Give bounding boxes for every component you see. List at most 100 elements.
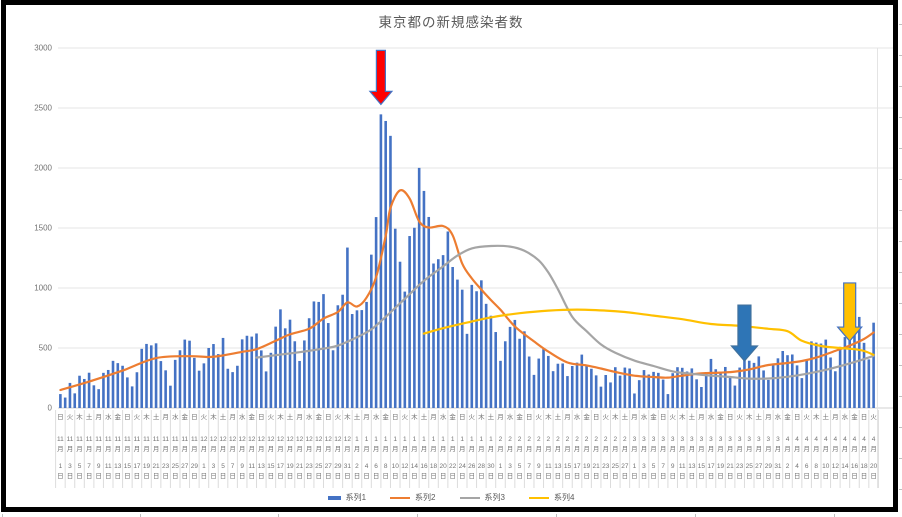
svg-text:3: 3 — [68, 463, 72, 470]
svg-text:月: 月 — [545, 445, 552, 453]
svg-text:11: 11 — [95, 436, 102, 443]
svg-text:日: 日 — [392, 472, 399, 480]
svg-text:日: 日 — [823, 472, 830, 480]
svg-text:11: 11 — [143, 436, 150, 443]
yellow-arrow[interactable] — [836, 282, 863, 342]
series2-line[interactable] — [59, 189, 875, 392]
svg-text:日: 日 — [756, 472, 763, 480]
svg-text:1: 1 — [441, 436, 445, 443]
svg-text:11: 11 — [114, 436, 121, 443]
svg-text:日: 日 — [784, 472, 791, 480]
svg-text:11: 11 — [191, 436, 198, 443]
svg-text:13: 13 — [114, 463, 122, 470]
legend-item-series4[interactable]: 系列4 — [528, 492, 574, 503]
series4-line-swatch-icon — [528, 496, 549, 499]
svg-text:18: 18 — [860, 463, 868, 470]
svg-text:12: 12 — [344, 436, 352, 443]
svg-text:月: 月 — [536, 445, 543, 453]
svg-text:2: 2 — [575, 436, 579, 443]
svg-text:月: 月 — [153, 445, 160, 453]
svg-text:19: 19 — [143, 463, 151, 470]
svg-text:21: 21 — [296, 463, 304, 470]
svg-text:月: 月 — [564, 445, 571, 453]
svg-text:17: 17 — [133, 463, 141, 470]
svg-text:月: 月 — [373, 445, 380, 453]
svg-text:日: 日 — [220, 472, 227, 480]
svg-text:23: 23 — [602, 463, 610, 470]
svg-text:月: 月 — [268, 445, 275, 453]
svg-text:月: 月 — [842, 445, 849, 453]
red-arrow[interactable] — [368, 49, 394, 106]
svg-text:2: 2 — [613, 436, 617, 443]
svg-text:日: 日 — [162, 472, 169, 480]
svg-text:27: 27 — [325, 463, 333, 470]
svg-text:2: 2 — [547, 436, 551, 443]
blue-arrow[interactable] — [730, 304, 759, 362]
svg-text:日: 日 — [124, 472, 131, 480]
svg-text:日: 日 — [421, 472, 428, 480]
svg-text:土: 土 — [287, 412, 294, 421]
svg-text:木: 木 — [277, 412, 284, 421]
svg-text:11: 11 — [124, 436, 131, 443]
svg-text:1: 1 — [413, 436, 417, 443]
svg-text:木: 木 — [813, 412, 820, 421]
series1-bars[interactable] — [59, 114, 875, 409]
svg-text:日: 日 — [325, 472, 332, 480]
svg-text:金: 金 — [784, 412, 791, 421]
svg-text:火: 火 — [335, 414, 342, 421]
svg-text:日: 日 — [268, 472, 275, 480]
svg-text:日: 日 — [134, 472, 141, 480]
svg-text:金: 金 — [851, 412, 858, 421]
svg-text:日: 日 — [583, 472, 590, 480]
svg-text:29: 29 — [191, 463, 199, 470]
svg-text:月: 月 — [459, 445, 466, 453]
svg-text:1: 1 — [460, 436, 464, 443]
svg-text:日: 日 — [679, 472, 686, 480]
svg-text:4: 4 — [824, 436, 828, 443]
legend-item-series3[interactable]: 系列3 — [459, 492, 505, 503]
svg-text:月: 月 — [344, 445, 351, 453]
svg-text:日: 日 — [861, 413, 868, 421]
series3-line[interactable] — [255, 244, 875, 380]
svg-text:日: 日 — [727, 472, 734, 480]
svg-text:月: 月 — [354, 445, 361, 453]
svg-text:日: 日 — [258, 472, 265, 480]
legend: 系列1 系列2 系列3 系列4 — [0, 492, 902, 503]
svg-text:11: 11 — [76, 436, 83, 443]
svg-text:月: 月 — [95, 413, 102, 421]
series4-line[interactable] — [422, 308, 875, 356]
svg-text:土: 土 — [689, 412, 696, 421]
svg-text:日: 日 — [363, 472, 370, 480]
svg-text:4: 4 — [814, 436, 818, 443]
svg-text:3: 3 — [757, 436, 761, 443]
svg-text:25: 25 — [746, 463, 754, 470]
svg-text:12: 12 — [334, 436, 342, 443]
svg-text:4: 4 — [365, 463, 369, 470]
legend-item-series2[interactable]: 系列2 — [390, 492, 436, 503]
x-axis-tick-separators — [55, 410, 879, 488]
svg-text:9: 9 — [240, 463, 244, 470]
svg-text:月: 月 — [335, 445, 342, 453]
svg-text:木: 木 — [545, 412, 552, 421]
svg-text:月: 月 — [698, 413, 705, 421]
svg-text:日: 日 — [248, 472, 255, 480]
svg-text:水: 水 — [440, 412, 447, 421]
svg-text:月: 月 — [210, 445, 217, 453]
svg-text:2: 2 — [499, 436, 503, 443]
svg-text:9: 9 — [97, 463, 101, 470]
svg-text:月: 月 — [851, 445, 858, 453]
svg-text:日: 日 — [335, 472, 342, 480]
svg-text:11: 11 — [545, 463, 552, 470]
svg-text:3: 3 — [738, 436, 742, 443]
svg-text:月: 月 — [516, 445, 523, 453]
svg-text:月: 月 — [526, 445, 533, 453]
svg-text:日: 日 — [574, 472, 581, 480]
svg-text:日: 日 — [373, 472, 380, 480]
svg-text:日: 日 — [708, 472, 715, 480]
svg-text:2500: 2500 — [34, 104, 52, 113]
svg-text:11: 11 — [105, 463, 112, 470]
svg-text:7: 7 — [661, 463, 665, 470]
legend-item-series1[interactable]: 系列1 — [327, 492, 366, 503]
svg-text:日: 日 — [315, 472, 322, 480]
